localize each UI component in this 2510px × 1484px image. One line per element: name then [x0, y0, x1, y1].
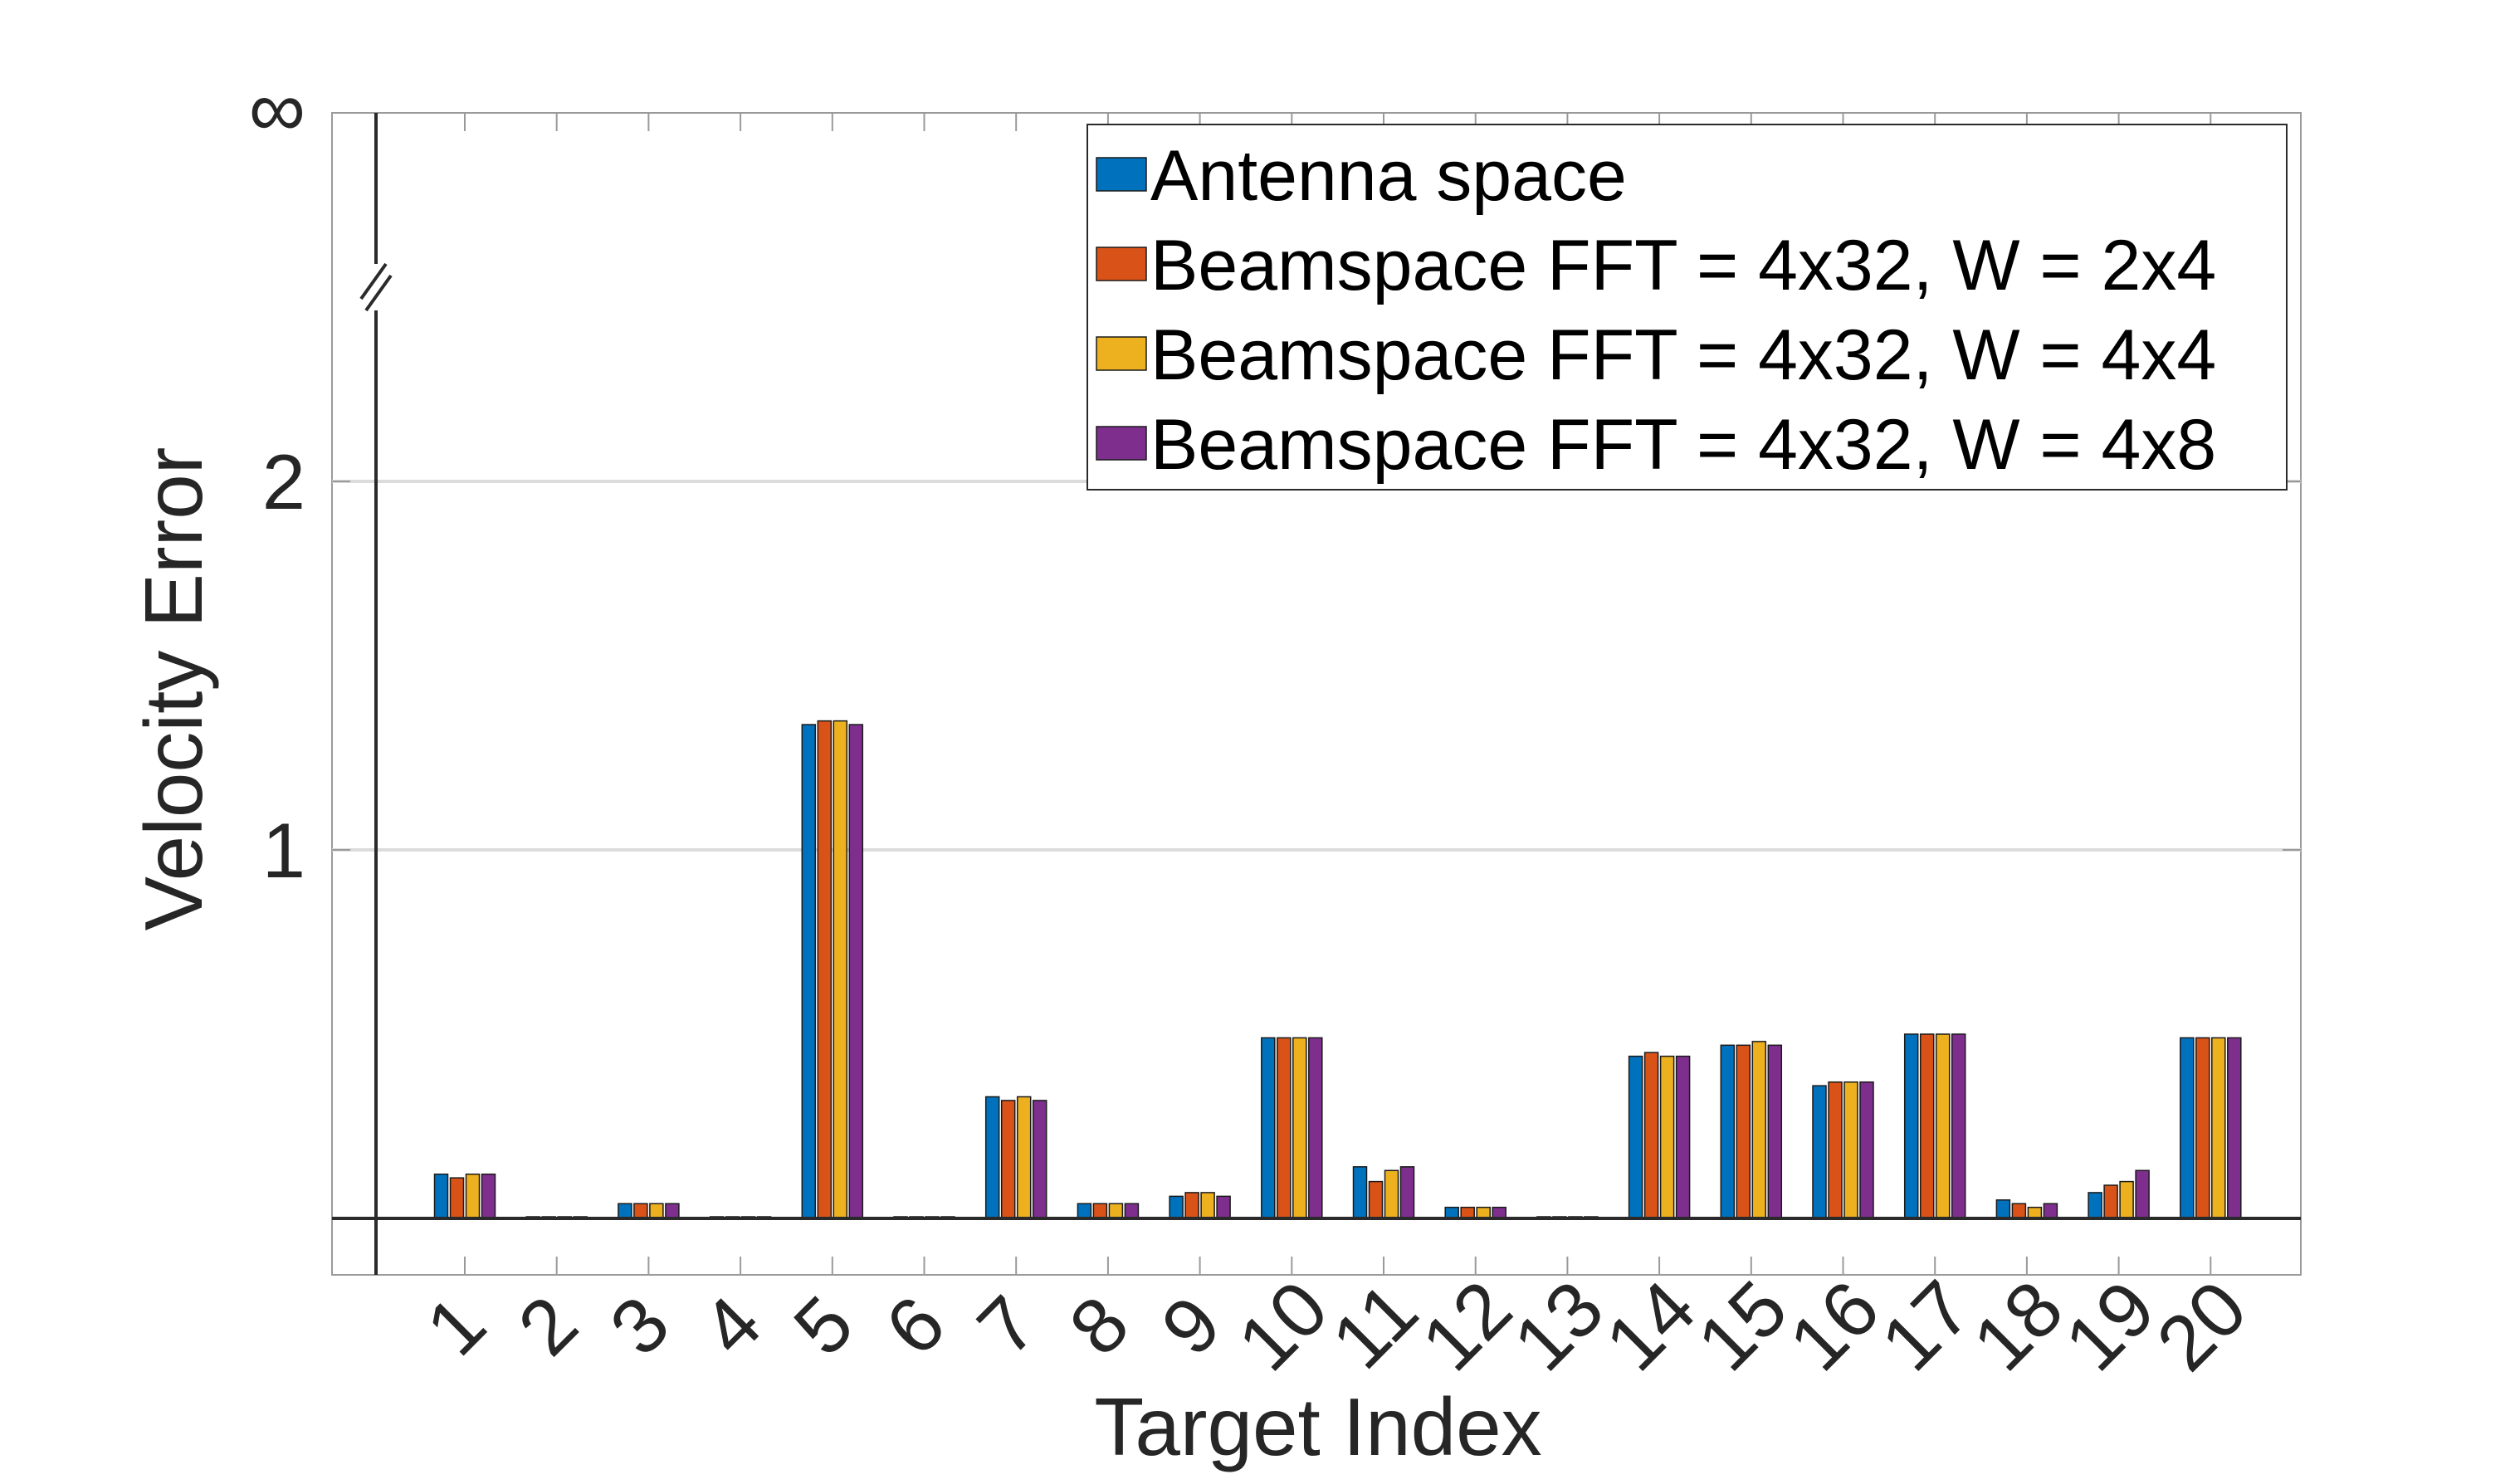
x-tick-label: 1 — [409, 1279, 501, 1371]
bar-series — [465, 720, 2226, 1219]
legend-swatch — [1096, 157, 1147, 192]
legend-item: Beamspace FFT = 4x32, W = 4x4 — [1096, 315, 2216, 395]
bar — [1736, 1044, 1751, 1219]
x-tick-label: 2 — [501, 1279, 593, 1371]
legend-label: Antenna space — [1150, 136, 1627, 216]
bar — [1352, 1166, 1368, 1219]
bar — [1092, 1203, 1108, 1219]
bar — [1659, 1055, 1675, 1219]
y-tick-label: 1 — [262, 807, 305, 894]
bar — [1384, 1169, 1399, 1219]
bar — [1368, 1180, 1384, 1219]
bar — [1903, 1033, 1919, 1219]
bar — [833, 720, 848, 1219]
x-tick-label: 3 — [593, 1279, 686, 1371]
legend-swatch — [1096, 426, 1147, 461]
bar — [2103, 1184, 2118, 1219]
bar-series — [449, 720, 2210, 1219]
bar — [1016, 1096, 1032, 1219]
bar — [2227, 1037, 2242, 1219]
bar — [817, 720, 833, 1219]
axis-break-slash — [364, 274, 393, 312]
bar — [1751, 1041, 1767, 1219]
bar — [1216, 1195, 1231, 1219]
legend-item: Antenna space — [1096, 136, 1627, 216]
x-tick-label: 8 — [1052, 1279, 1145, 1371]
axis-break-marks — [359, 262, 393, 312]
bar-series — [433, 724, 2195, 1219]
bar — [481, 1173, 496, 1219]
bar — [1643, 1052, 1659, 1219]
legend-item: Beamspace FFT = 4x32, W = 2x4 — [1096, 226, 2216, 305]
bar — [2119, 1180, 2134, 1219]
legend-swatch — [1096, 247, 1147, 281]
legend: Antenna space Beamspace FFT = 4x32, W = 2… — [1087, 124, 2288, 491]
x-tick-label: 7 — [961, 1279, 1053, 1371]
bar — [665, 1203, 680, 1219]
bar — [2195, 1037, 2210, 1219]
bar — [1828, 1081, 1843, 1219]
legend-label: Beamspace FFT = 4x32, W = 4x8 — [1150, 405, 2216, 485]
x-tick-label: 5 — [777, 1279, 869, 1371]
bar — [1169, 1195, 1184, 1219]
bar — [848, 724, 864, 1219]
x-axis-label: Target Index — [1094, 1381, 1541, 1472]
legend-swatch — [1096, 336, 1147, 371]
bar — [2011, 1203, 2027, 1219]
bar — [1995, 1199, 2011, 1219]
legend-label: Beamspace FFT = 4x32, W = 2x4 — [1150, 226, 2216, 305]
bar — [1935, 1033, 1951, 1219]
bar — [2135, 1169, 2150, 1219]
bar — [1812, 1085, 1827, 1219]
bar — [1951, 1033, 1966, 1219]
bar — [2043, 1203, 2058, 1219]
bar — [1077, 1203, 1092, 1219]
x-tick-label: 4 — [686, 1279, 778, 1371]
bar — [1184, 1192, 1199, 1219]
bar — [1000, 1100, 1016, 1219]
bar — [618, 1203, 632, 1219]
bar — [649, 1203, 664, 1219]
y-tick-label: ∞ — [249, 65, 305, 154]
axis-break-slash — [359, 262, 388, 300]
bar — [433, 1173, 449, 1219]
bar — [1399, 1166, 1415, 1219]
bar — [1919, 1033, 1935, 1219]
y-axis-label: Velocity Error — [128, 447, 219, 931]
bar — [984, 1096, 1000, 1219]
y-tick-label: 2 — [262, 438, 305, 525]
bar — [2088, 1192, 2102, 1219]
y-tick-labels: 1 2 ∞ — [249, 65, 305, 894]
bar — [1292, 1037, 1307, 1219]
legend-item: Beamspace FFT = 4x32, W = 4x8 — [1096, 405, 2216, 485]
bar — [1308, 1037, 1323, 1219]
bar — [449, 1177, 465, 1219]
bar — [1720, 1044, 1736, 1219]
legend-label: Beamspace FFT = 4x32, W = 4x4 — [1150, 315, 2216, 395]
bar — [1675, 1055, 1691, 1219]
bar — [633, 1203, 648, 1219]
bar — [801, 724, 817, 1219]
bar — [465, 1173, 481, 1219]
bar — [1124, 1203, 1140, 1219]
bar — [2180, 1037, 2195, 1219]
x-tick-label: 20 — [2140, 1264, 2263, 1387]
bar — [1628, 1055, 1643, 1219]
bar — [1767, 1044, 1783, 1219]
bar — [1859, 1081, 1874, 1219]
bar — [1200, 1192, 1215, 1219]
bar — [1032, 1100, 1047, 1219]
legend-box — [1087, 124, 2288, 491]
bar — [1108, 1203, 1124, 1219]
x-tick-label: 6 — [869, 1279, 961, 1371]
bar — [2211, 1037, 2226, 1219]
bar — [1261, 1037, 1276, 1219]
bar — [1277, 1037, 1292, 1219]
bar — [1843, 1081, 1858, 1219]
